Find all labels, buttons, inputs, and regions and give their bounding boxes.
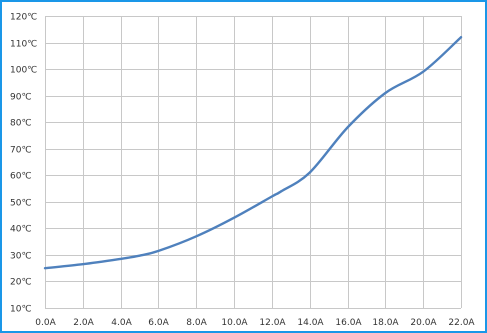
y-tick-label: 50℃ [10,199,32,209]
y-tick-label: 80℃ [10,119,32,129]
y-tick-label: 60℃ [10,172,32,182]
x-tick-label: 10.0A [221,318,248,328]
x-tick-label: 16.0A [335,318,362,328]
x-tick-label: 6.0A [148,318,169,328]
x-tick-label: 12.0A [259,318,286,328]
y-tick-label: 10℃ [10,305,32,315]
y-tick-label: 30℃ [10,252,32,262]
y-tick-label: 100℃ [10,66,37,76]
x-tick-label: 18.0A [372,318,399,328]
x-tick-label: 20.0A [410,318,437,328]
y-tick-label: 20℃ [10,278,32,288]
x-axis-tick-labels: 0.0A 2.0A 4.0A 6.0A 8.0A 10.0A 12.0A 14.0A 16.0A… [35,318,475,328]
x-tick-label: 4.0A [111,318,132,328]
y-tick-label: 110℃ [10,40,37,50]
x-tick-label: 2.0A [73,318,94,328]
x-tick-label: 0.0A [35,318,56,328]
y-tick-label: 70℃ [10,146,32,156]
chart-frame: 10℃ 20℃ 30℃ 40℃ 50℃ 60℃ 70℃ 80℃ 90℃ 100℃ 110℃ 120℃ … [2,2,485,331]
y-tick-label: 120℃ [10,13,37,23]
y-tick-label: 90℃ [10,93,32,103]
x-tick-label: 14.0A [297,318,324,328]
series-layer [43,36,463,270]
y-axis-tick-labels: 10℃ 20℃ 30℃ 40℃ 50℃ 60℃ 70℃ 80℃ 90℃ 100℃ 110℃ 120℃ [10,13,37,315]
series-line-0 [43,36,463,270]
x-tick-label: 22.0A [448,318,475,328]
temperature-current-line-chart: 10℃20℃30℃40℃50℃60℃70℃80℃90℃100℃110℃120℃ … [10,13,475,329]
y-tick-label: 40℃ [10,225,32,235]
x-tick-label: 8.0A [186,318,207,328]
grid [45,16,462,309]
